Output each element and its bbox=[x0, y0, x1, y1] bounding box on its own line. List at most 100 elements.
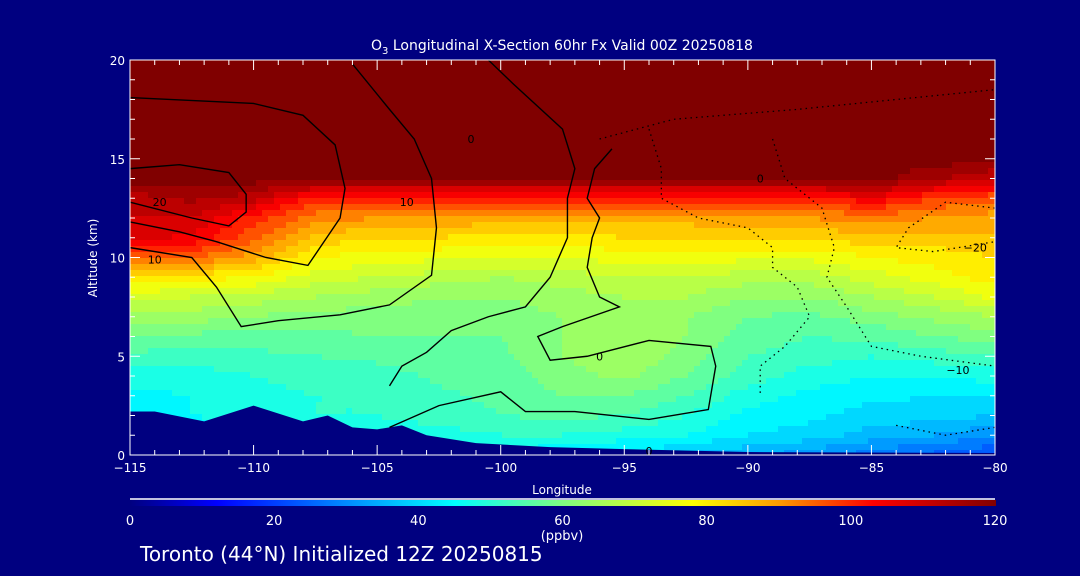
heatmap-cell bbox=[826, 102, 832, 108]
heatmap-cell bbox=[622, 120, 628, 126]
heatmap-cell bbox=[916, 192, 922, 198]
heatmap-cell bbox=[454, 144, 460, 150]
heatmap-cell bbox=[364, 186, 370, 192]
heatmap-cell bbox=[790, 156, 796, 162]
heatmap-cell bbox=[934, 216, 940, 222]
heatmap-cell bbox=[478, 258, 484, 264]
heatmap-cell bbox=[208, 144, 214, 150]
heatmap-cell bbox=[400, 138, 406, 144]
heatmap-cell bbox=[652, 144, 658, 150]
heatmap-cell bbox=[172, 132, 178, 138]
heatmap-cell bbox=[238, 90, 244, 96]
heatmap-cell bbox=[652, 96, 658, 102]
heatmap-cell bbox=[430, 234, 436, 240]
heatmap-cell bbox=[904, 198, 910, 204]
heatmap-cell bbox=[922, 84, 928, 90]
heatmap-cell bbox=[940, 66, 946, 72]
heatmap-cell bbox=[688, 192, 694, 198]
heatmap-cell bbox=[712, 246, 718, 252]
heatmap-cell bbox=[352, 228, 358, 234]
heatmap-cell bbox=[466, 168, 472, 174]
heatmap-cell bbox=[562, 96, 568, 102]
heatmap-cell bbox=[394, 192, 400, 198]
heatmap-cell bbox=[820, 168, 826, 174]
heatmap-cell bbox=[196, 228, 202, 234]
heatmap-cell bbox=[340, 114, 346, 120]
heatmap-cell bbox=[742, 60, 748, 66]
heatmap-cell bbox=[712, 186, 718, 192]
heatmap-cell bbox=[376, 108, 382, 114]
heatmap-cell bbox=[910, 198, 916, 204]
heatmap-cell bbox=[172, 198, 178, 204]
heatmap-cell bbox=[280, 210, 286, 216]
heatmap-cell bbox=[196, 120, 202, 126]
heatmap-cell bbox=[556, 96, 562, 102]
heatmap-cell bbox=[952, 126, 958, 132]
heatmap-cell bbox=[568, 150, 574, 156]
heatmap-cell bbox=[502, 78, 508, 84]
heatmap-cell bbox=[232, 96, 238, 102]
heatmap-cell bbox=[526, 168, 532, 174]
heatmap-cell bbox=[466, 234, 472, 240]
heatmap-cell bbox=[856, 210, 862, 216]
heatmap-cell bbox=[820, 90, 826, 96]
heatmap-cell bbox=[370, 102, 376, 108]
heatmap-cell bbox=[844, 144, 850, 150]
heatmap-cell bbox=[298, 216, 304, 222]
heatmap-cell bbox=[502, 204, 508, 210]
heatmap-cell bbox=[988, 90, 994, 96]
heatmap-cell bbox=[352, 138, 358, 144]
heatmap-cell bbox=[904, 186, 910, 192]
heatmap-cell bbox=[604, 150, 610, 156]
heatmap-cell bbox=[700, 228, 706, 234]
heatmap-cell bbox=[928, 114, 934, 120]
heatmap-cell bbox=[430, 132, 436, 138]
heatmap-cell bbox=[724, 90, 730, 96]
heatmap-cell bbox=[958, 150, 964, 156]
heatmap-cell bbox=[694, 96, 700, 102]
heatmap-cell bbox=[370, 132, 376, 138]
heatmap-cell bbox=[334, 174, 340, 180]
heatmap-cell bbox=[634, 132, 640, 138]
heatmap-cell bbox=[154, 156, 160, 162]
heatmap-cell bbox=[568, 108, 574, 114]
heatmap-cell bbox=[208, 96, 214, 102]
heatmap-cell bbox=[250, 264, 256, 270]
heatmap-cell bbox=[880, 198, 886, 204]
heatmap-cell bbox=[436, 240, 442, 246]
heatmap-cell bbox=[838, 210, 844, 216]
heatmap-cell bbox=[214, 240, 220, 246]
heatmap-cell bbox=[580, 96, 586, 102]
heatmap-cell bbox=[988, 108, 994, 114]
heatmap-cell bbox=[436, 252, 442, 258]
heatmap-cell bbox=[562, 258, 568, 264]
heatmap-cell bbox=[568, 132, 574, 138]
heatmap-cell bbox=[622, 72, 628, 78]
heatmap-cell bbox=[484, 162, 490, 168]
heatmap-cell bbox=[616, 210, 622, 216]
heatmap-cell bbox=[214, 132, 220, 138]
heatmap-cell bbox=[628, 240, 634, 246]
heatmap-cell bbox=[592, 258, 598, 264]
heatmap-cell bbox=[820, 228, 826, 234]
heatmap-cell bbox=[298, 144, 304, 150]
heatmap-cell bbox=[154, 132, 160, 138]
heatmap-cell bbox=[334, 198, 340, 204]
heatmap-cell bbox=[610, 234, 616, 240]
heatmap-cell bbox=[604, 258, 610, 264]
heatmap-cell bbox=[142, 138, 148, 144]
heatmap-cell bbox=[496, 210, 502, 216]
heatmap-cell bbox=[178, 138, 184, 144]
heatmap-cell bbox=[982, 198, 988, 204]
heatmap-cell bbox=[634, 72, 640, 78]
heatmap-cell bbox=[916, 222, 922, 228]
heatmap-cell bbox=[418, 144, 424, 150]
heatmap-cell bbox=[928, 198, 934, 204]
heatmap-cell bbox=[214, 252, 220, 258]
heatmap-cell bbox=[658, 162, 664, 168]
heatmap-cell bbox=[664, 246, 670, 252]
heatmap-cell bbox=[190, 126, 196, 132]
heatmap-cell bbox=[298, 258, 304, 264]
heatmap-cell bbox=[394, 78, 400, 84]
heatmap-cell bbox=[760, 216, 766, 222]
